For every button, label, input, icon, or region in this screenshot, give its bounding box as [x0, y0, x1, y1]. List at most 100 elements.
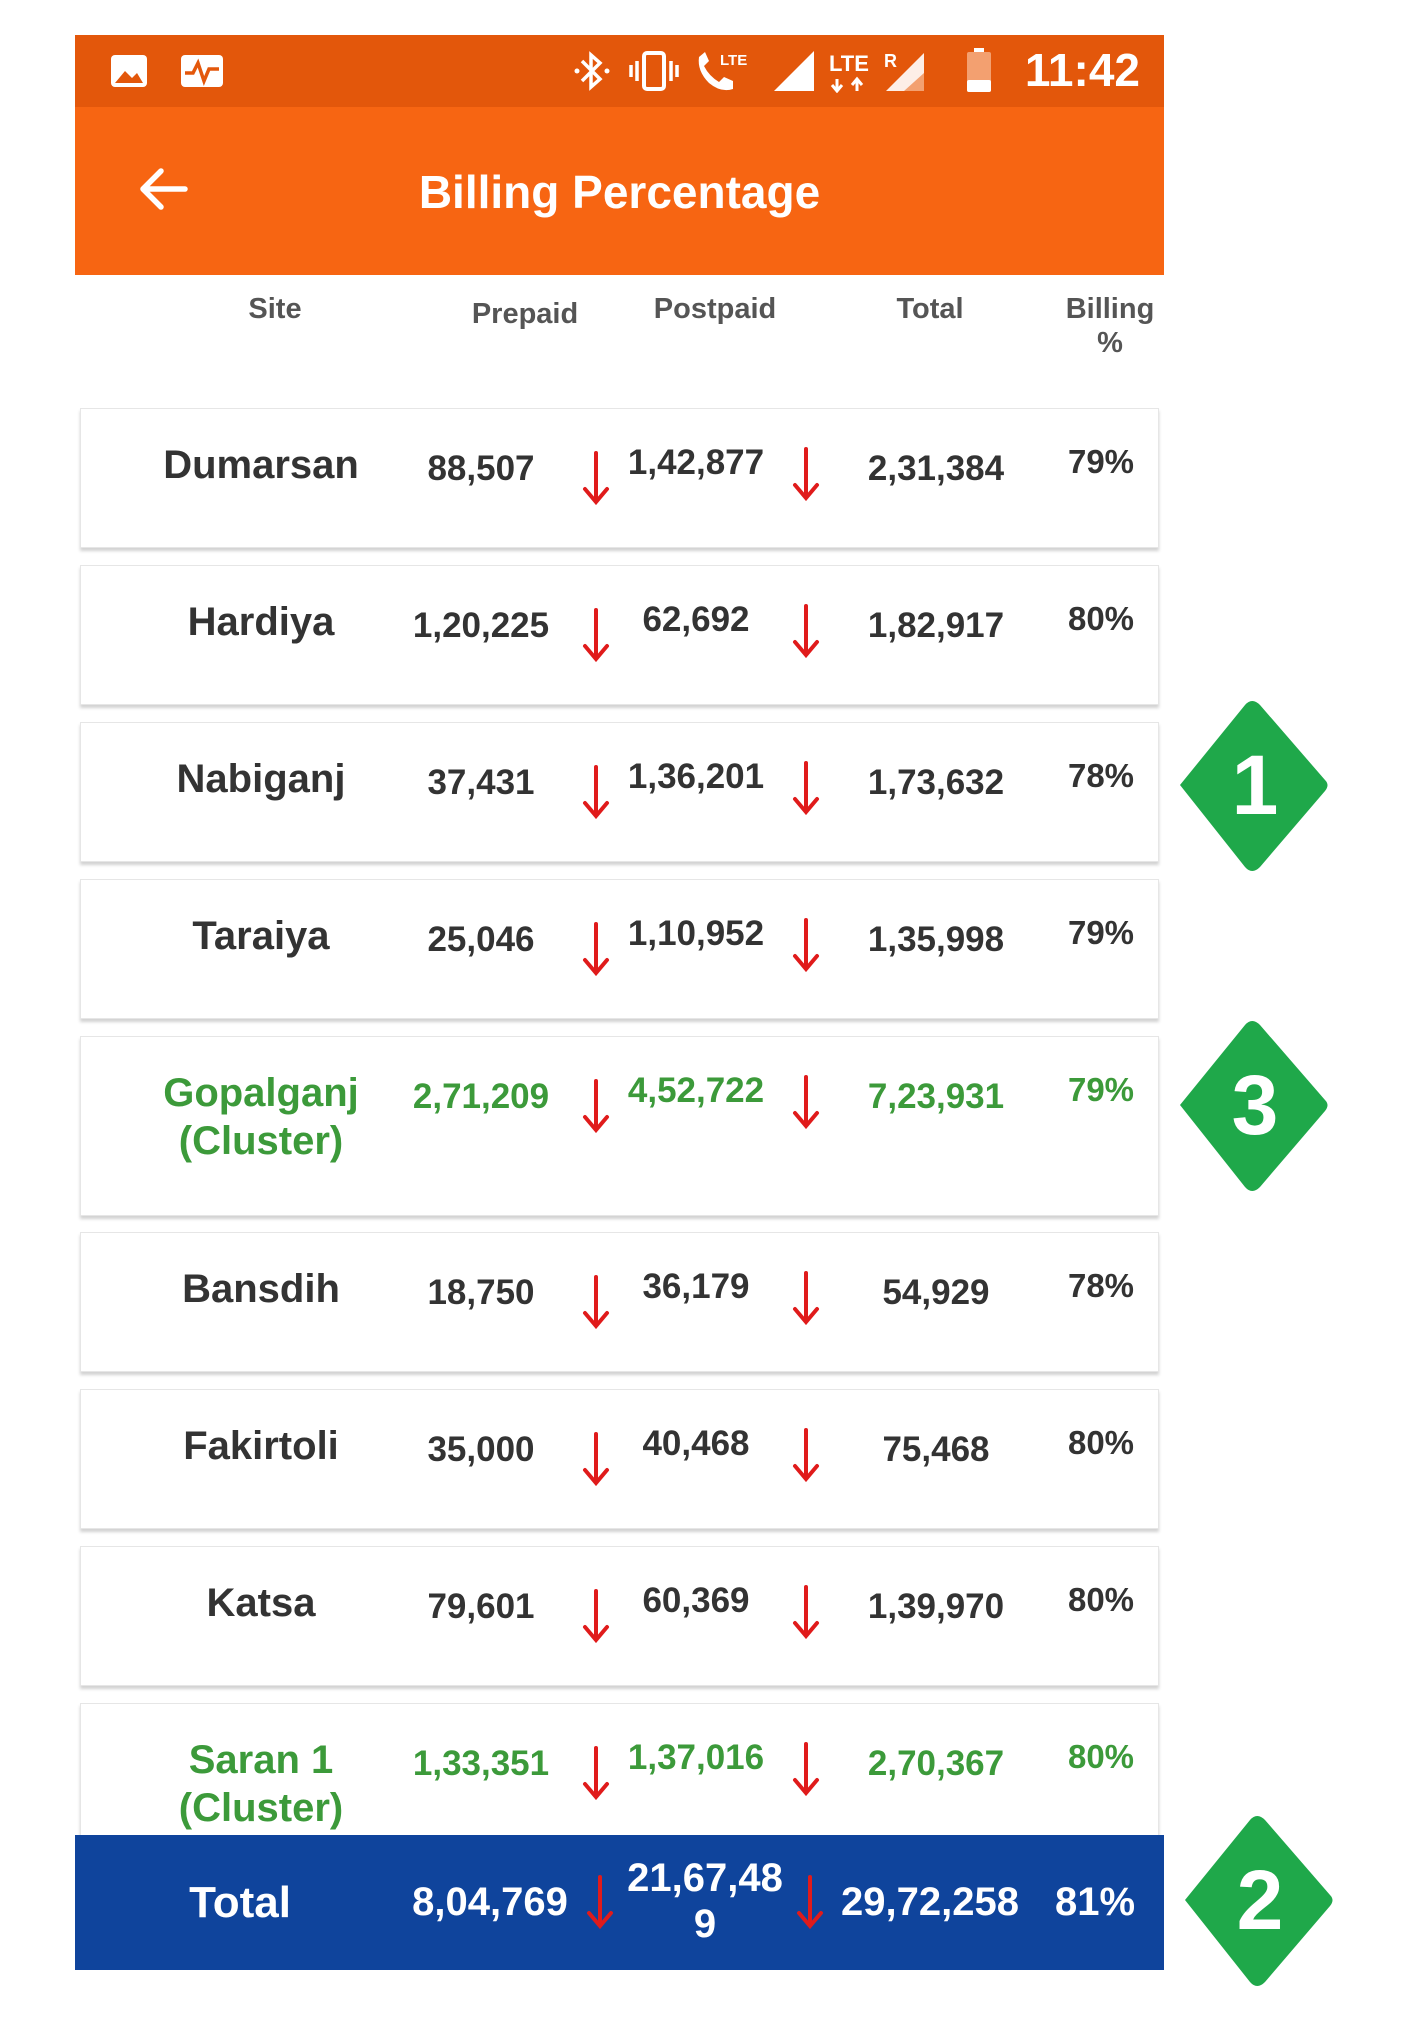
row-site: Gopalganj (Cluster) [163, 1071, 359, 1163]
table-row[interactable]: Dumarsan 88,507 1,42,877 2,31,384 79% [80, 408, 1159, 548]
header-site: Site [248, 293, 302, 325]
row-billing: 80% [1067, 600, 1135, 637]
down-arrow-icon [583, 765, 609, 819]
down-arrow-icon [583, 451, 609, 505]
down-arrow-icon [793, 604, 819, 658]
down-arrow-icon [583, 1746, 609, 1800]
row-billing: 78% [1067, 757, 1135, 794]
table-row[interactable]: Fakirtoli 35,000 40,468 75,468 80% [80, 1389, 1159, 1529]
row-billing: 80% [1067, 1581, 1135, 1618]
row-postpaid: 62,692 [642, 600, 750, 639]
table-row[interactable]: Katsa 79,601 60,369 1,39,970 80% [80, 1546, 1159, 1686]
down-arrow-icon [793, 1271, 819, 1325]
svg-text:LTE: LTE [720, 52, 747, 69]
row-total: 1,39,970 [867, 1587, 1005, 1626]
lte-call-icon: LTE [693, 49, 749, 93]
page-title: Billing Percentage [418, 166, 821, 218]
table-row[interactable]: Nabiganj 37,431 1,36,201 1,73,632 78% [80, 722, 1159, 862]
down-arrow-icon [793, 1075, 819, 1129]
down-arrow-icon [793, 918, 819, 972]
lte-data-icon: LTE [827, 49, 873, 93]
status-bar: LTE LTE R 11:42 [75, 35, 1164, 107]
total-billing: 81% [1054, 1880, 1136, 1924]
total-row: Total 8,04,769 21,67,48 9 29,72,258 81% [75, 1835, 1164, 1970]
row-prepaid: 2,71,209 [412, 1077, 550, 1116]
row-billing: 79% [1067, 443, 1135, 480]
row-billing: 79% [1067, 914, 1135, 951]
total-total: 29,72,258 [841, 1880, 1019, 1924]
row-total: 2,31,384 [867, 449, 1005, 488]
callout-badge-2: 2 [1155, 1800, 1355, 2000]
row-billing: 80% [1067, 1424, 1135, 1461]
callout-badge-1: 1 [1150, 685, 1350, 885]
row-total: 1,82,917 [867, 606, 1005, 645]
bluetooth-icon [572, 49, 612, 93]
row-total: 54,929 [882, 1273, 990, 1312]
callout-badge-3: 3 [1150, 1005, 1350, 1205]
row-postpaid: 36,179 [642, 1267, 750, 1306]
battery-icon [965, 48, 993, 93]
row-total: 1,73,632 [867, 763, 1005, 802]
down-arrow-icon [583, 1589, 609, 1643]
header-billing: Billing [1065, 293, 1155, 325]
row-site: Fakirtoli [183, 1424, 339, 1468]
app-bar: Billing Percentage [75, 107, 1164, 275]
row-billing: 80% [1067, 1738, 1135, 1775]
row-site: Hardiya [187, 600, 335, 644]
down-arrow-icon [793, 1585, 819, 1639]
table-row[interactable]: Bansdih 18,750 36,179 54,929 78% [80, 1232, 1159, 1372]
row-prepaid: 88,507 [427, 449, 535, 488]
row-site: Taraiya [192, 914, 330, 958]
row-billing: 78% [1067, 1267, 1135, 1304]
down-arrow-icon [793, 447, 819, 501]
total-postpaid: 21,67,48 9 [627, 1856, 783, 1946]
row-postpaid: 60,369 [642, 1581, 750, 1620]
row-prepaid: 1,20,225 [412, 606, 550, 645]
row-prepaid: 1,33,351 [412, 1744, 550, 1783]
down-arrow-icon [583, 608, 609, 662]
header-total: Total [896, 293, 964, 325]
header-billing-unit: % [1097, 327, 1123, 359]
row-prepaid: 37,431 [427, 763, 535, 802]
arrow-left-icon[interactable] [135, 161, 191, 217]
row-prepaid: 25,046 [427, 920, 535, 959]
svg-text:R: R [884, 51, 897, 71]
row-postpaid: 40,468 [642, 1424, 750, 1463]
phone-screen: LTE LTE R 11:42 Billing Percentage Site … [75, 35, 1164, 1970]
down-arrow-icon [583, 1432, 609, 1486]
row-postpaid: 1,36,201 [627, 757, 765, 796]
row-billing: 79% [1067, 1071, 1135, 1108]
down-arrow-icon [583, 1079, 609, 1133]
table-row[interactable]: Hardiya 1,20,225 62,692 1,82,917 80% [80, 565, 1159, 705]
row-prepaid: 18,750 [427, 1273, 535, 1312]
status-clock: 11:42 [1024, 44, 1140, 96]
row-site: Bansdih [182, 1267, 340, 1311]
header-postpaid: Postpaid [653, 293, 777, 325]
roaming-signal-icon: R [882, 49, 926, 93]
down-arrow-icon [583, 922, 609, 976]
row-site: Saran 1 (Cluster) [178, 1738, 344, 1830]
row-total: 1,35,998 [867, 920, 1005, 959]
signal-icon [772, 49, 816, 93]
row-site: Katsa [206, 1581, 316, 1625]
total-label: Total [189, 1878, 291, 1927]
row-prepaid: 35,000 [427, 1430, 535, 1469]
down-arrow-icon [583, 1275, 609, 1329]
table-header: Site Prepaid Postpaid Total Billing % [75, 293, 1164, 393]
row-total: 7,23,931 [867, 1077, 1005, 1116]
table-row-cluster[interactable]: Gopalganj (Cluster) 2,71,209 4,52,722 7,2… [80, 1036, 1159, 1216]
row-site: Nabiganj [176, 757, 346, 801]
down-arrow-icon [793, 1742, 819, 1796]
down-arrow-icon [793, 1428, 819, 1482]
row-prepaid: 79,601 [427, 1587, 535, 1626]
header-prepaid: Prepaid [471, 298, 579, 330]
row-postpaid: 1,42,877 [627, 443, 765, 482]
svg-text:LTE: LTE [829, 51, 869, 76]
image-icon [109, 49, 149, 93]
activity-icon [179, 49, 225, 93]
table-row[interactable]: Taraiya 25,046 1,10,952 1,35,998 79% [80, 879, 1159, 1019]
down-arrow-icon [797, 1875, 823, 1929]
total-prepaid: 8,04,769 [412, 1880, 568, 1924]
vibrate-icon [628, 49, 680, 93]
row-site: Dumarsan [163, 443, 359, 487]
